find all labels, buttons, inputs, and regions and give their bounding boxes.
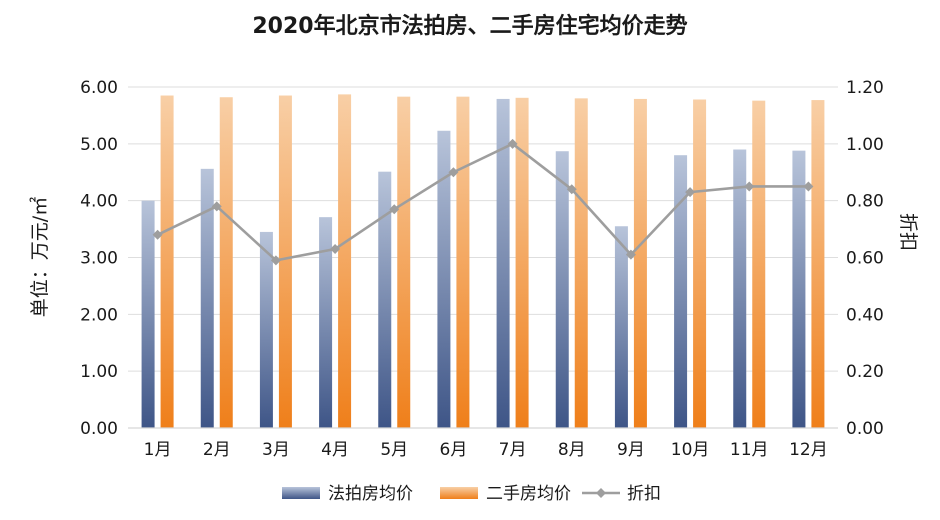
x-tick-label: 11月 — [730, 440, 769, 460]
discount-point — [448, 167, 459, 178]
discount-line — [152, 138, 814, 266]
x-tick-label: 12月 — [789, 440, 828, 460]
x-tick-label: 1月 — [144, 440, 172, 460]
discount-point — [152, 229, 163, 240]
y-tick-label: 0.00 — [80, 419, 118, 439]
y2-tick-label: 0.60 — [846, 249, 884, 269]
bar-auction-price — [496, 98, 510, 428]
y2-tick-label: 0.40 — [846, 305, 884, 325]
bar-auction-price — [319, 217, 333, 428]
x-tick-label: 9月 — [617, 440, 645, 460]
bar-auction-price — [437, 130, 451, 429]
legend-marker — [596, 488, 606, 498]
x-tick-label: 10月 — [671, 440, 710, 460]
gridlines — [128, 86, 838, 372]
x-tick-label: 5月 — [380, 440, 408, 460]
bar-resale-price — [574, 98, 588, 428]
right-axis-ticks: 0.00 0.20 0.40 0.60 0.80 1.00 1.20 — [846, 78, 884, 439]
legend: 法拍房均价 二手房均价 折扣 — [282, 484, 661, 504]
bar-resale-price — [160, 95, 174, 429]
x-tick-label: 8月 — [558, 440, 586, 460]
legend-swatch — [282, 487, 320, 499]
bar-auction-price — [792, 150, 806, 429]
y2-tick-label: 0.20 — [846, 362, 884, 382]
y-tick-label: 4.00 — [80, 192, 118, 212]
bar-resale-price — [278, 95, 292, 429]
discount-point — [270, 255, 281, 266]
x-tick-label: 6月 — [440, 440, 468, 460]
discount-point — [744, 181, 755, 192]
bar-auction-price — [378, 171, 392, 428]
bar-auction-price — [555, 151, 569, 428]
legend-label: 折扣 — [627, 484, 661, 504]
discount-point — [625, 249, 636, 260]
y2-tick-label: 1.20 — [846, 78, 884, 98]
y2-tick-label: 0.00 — [846, 419, 884, 439]
chart-title: 2020年北京市法拍房、二手房住宅均价走势 — [252, 13, 687, 39]
legend-swatch — [440, 487, 478, 499]
x-tick-label: 4月 — [321, 440, 349, 460]
bars — [141, 94, 825, 429]
y-tick-label: 2.00 — [80, 305, 118, 325]
y2-tick-label: 0.80 — [846, 192, 884, 212]
y-axis-title: 单位：万元/㎡ — [28, 197, 51, 317]
discount-point — [685, 187, 696, 198]
bar-resale-price — [456, 96, 470, 428]
y2-axis-title: 折扣 — [897, 213, 919, 251]
bar-resale-price — [219, 97, 233, 428]
bar-resale-price — [397, 96, 411, 428]
x-tick-label: 2月 — [203, 440, 231, 460]
bar-auction-price — [614, 226, 628, 428]
discount-point — [211, 201, 222, 212]
bar-resale-price — [633, 98, 647, 428]
bar-auction-price — [259, 231, 273, 428]
bar-resale-price — [693, 99, 707, 429]
discount-point — [507, 138, 518, 149]
legend-label: 法拍房均价 — [328, 484, 413, 504]
legend-label: 二手房均价 — [486, 484, 571, 504]
bar-auction-price — [141, 200, 155, 428]
bar-resale-price — [811, 100, 825, 429]
bar-resale-price — [752, 100, 766, 428]
y-tick-label: 6.00 — [80, 78, 118, 98]
bar-resale-price — [338, 94, 352, 428]
x-tick-label: 7月 — [499, 440, 527, 460]
y-tick-label: 1.00 — [80, 362, 118, 382]
x-tick-label: 3月 — [262, 440, 290, 460]
y-tick-label: 5.00 — [80, 135, 118, 155]
bar-resale-price — [515, 97, 529, 428]
bar-auction-price — [733, 149, 747, 428]
discount-point — [803, 181, 814, 192]
x-axis-ticks: 1月 2月 3月 4月 5月 6月 7月 8月 9月 10月 11月 12月 — [144, 440, 828, 460]
y2-tick-label: 1.00 — [846, 135, 884, 155]
y-tick-label: 3.00 — [80, 249, 118, 269]
bar-auction-price — [674, 155, 688, 428]
discount-point — [330, 243, 341, 254]
bar-auction-price — [200, 168, 214, 428]
discount-point — [566, 184, 577, 195]
discount-point — [389, 204, 400, 215]
discount-line-path — [157, 142, 809, 262]
left-axis-ticks: 0.00 1.00 2.00 3.00 4.00 5.00 6.00 — [80, 78, 118, 439]
